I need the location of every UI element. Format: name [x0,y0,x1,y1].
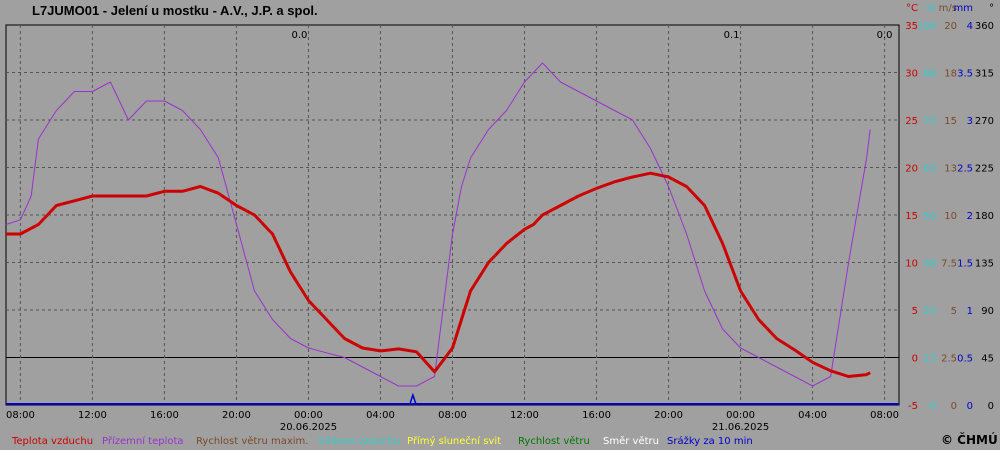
rain-sum-label: 0.0 [877,30,893,41]
legend-entry: Rychlost větru [518,435,590,447]
legend-entry: Srážky za 10 min [667,435,753,447]
right-axis-tick: 10 [905,259,918,270]
x-axis: 08:00 12:00 16:00 20:00 00:00 04:00 08:00 12:00… [6,410,899,433]
right-axis-tick: 15 [944,116,957,127]
legend-entry: Přímý sluneční svit [407,435,501,447]
right-axis-tick: 1.5 [957,259,973,270]
right-axis-tick: 360 [975,21,994,32]
x-tick-label: 16:00 [582,410,611,421]
x-tick-label: 20:00 [222,410,251,421]
right-axis-unit: °C [906,3,918,14]
right-axis-tick: 10 [944,211,957,222]
rain-spike [409,392,417,405]
x-date-label: 20.06.2025 [280,422,337,433]
legend-entry: Přízemní teplota [102,435,184,447]
right-axis-tick: 13 [923,354,936,365]
x-tick-label: 16:00 [150,410,179,421]
legend-entry: Rychlost větru maxim. [196,435,308,447]
right-axis-tick: 225 [975,164,994,175]
x-date-label: 21.06.2025 [712,422,769,433]
series-ground-temperature [5,62,871,387]
right-axis-tick: 30 [905,69,918,80]
right-axis-tick: 13 [944,164,957,175]
right-axis-tick: 135 [975,259,994,270]
right-axis-tick: 50 [923,211,936,222]
x-tick-label: 12:00 [510,410,539,421]
right-axis-tick: 0.5 [957,354,973,365]
grid [6,25,899,405]
chart-title: L7JUMO01 - Jelení u mostku - A.V., J.P. … [32,3,318,18]
right-axis-tick: 100 [917,21,936,32]
right-axis-tick: 2.5 [957,164,973,175]
right-axis-tick: 270 [975,116,994,127]
x-tick-label: 08:00 [870,410,899,421]
right-axis-tick: 45 [981,354,994,365]
copyright: © ČHMÚ [941,432,998,447]
right-axis-tick: 38 [923,259,936,270]
right-axes: °C35302520151050-5%100887563503825130m/s… [905,3,994,412]
x-tick-label: 12:00 [78,410,107,421]
right-axis-tick: -5 [908,401,918,412]
right-axis-tick: 75 [923,116,936,127]
right-axis-tick: 315 [975,69,994,80]
right-axis-tick: 25 [923,306,936,317]
right-axis-tick: 3 [967,116,973,127]
series-air-temperature [6,171,871,378]
rain-sum-label: 0.1 [724,30,740,41]
right-axis-tick: 5 [912,306,918,317]
right-axis-tick: 0 [967,401,973,412]
right-axis-unit: mm [954,3,973,14]
right-axis-tick: 1 [967,306,973,317]
right-axis-tick: 3.5 [957,69,973,80]
right-axis-tick: 35 [905,21,918,32]
x-tick-label: 04:00 [366,410,395,421]
x-tick-label: 00:00 [294,410,323,421]
x-tick-label: 08:00 [6,410,35,421]
right-axis-tick: 20 [905,164,918,175]
right-axis-tick: 180 [975,211,994,222]
right-axis-unit: m/s [939,3,957,14]
x-tick-label: 20:00 [654,410,683,421]
right-axis-tick: 25 [905,116,918,127]
rain-sum-label: 0.0 [292,30,308,41]
right-axis-tick: 0 [930,401,936,412]
right-axis-tick: 63 [923,164,936,175]
x-tick-label: 04:00 [798,410,827,421]
right-axis-tick: 90 [981,306,994,317]
right-axis-tick: 5 [951,306,957,317]
right-axis-tick: 15 [905,211,918,222]
right-axis-tick: 7.5 [941,259,957,270]
legend: Teplota vzduchu Přízemní teplota Rychlost … [11,435,753,447]
right-axis-tick: 4 [967,21,973,32]
legend-entry: Směr větru [603,435,659,447]
right-axis-tick: 88 [923,69,936,80]
right-axis-tick: 0 [912,354,918,365]
right-axis-tick: 18 [944,69,957,80]
right-axis-tick: 20 [944,21,957,32]
rain-annotations: 0.0 0.1 0.0 [6,30,899,405]
series-lines [5,62,871,387]
x-tick-label: 00:00 [726,410,755,421]
legend-entry: Vlhkost vzduchu [318,436,400,447]
right-axis-tick: 0 [988,401,994,412]
right-axis-unit: ° [989,3,994,14]
right-axis-tick: 2 [967,211,973,222]
x-tick-label: 08:00 [438,410,467,421]
right-axis-tick: 2.5 [941,354,957,365]
right-axis-tick: 0 [951,401,957,412]
right-axis-unit: % [926,3,936,14]
legend-entry: Teplota vzduchu [11,436,93,447]
